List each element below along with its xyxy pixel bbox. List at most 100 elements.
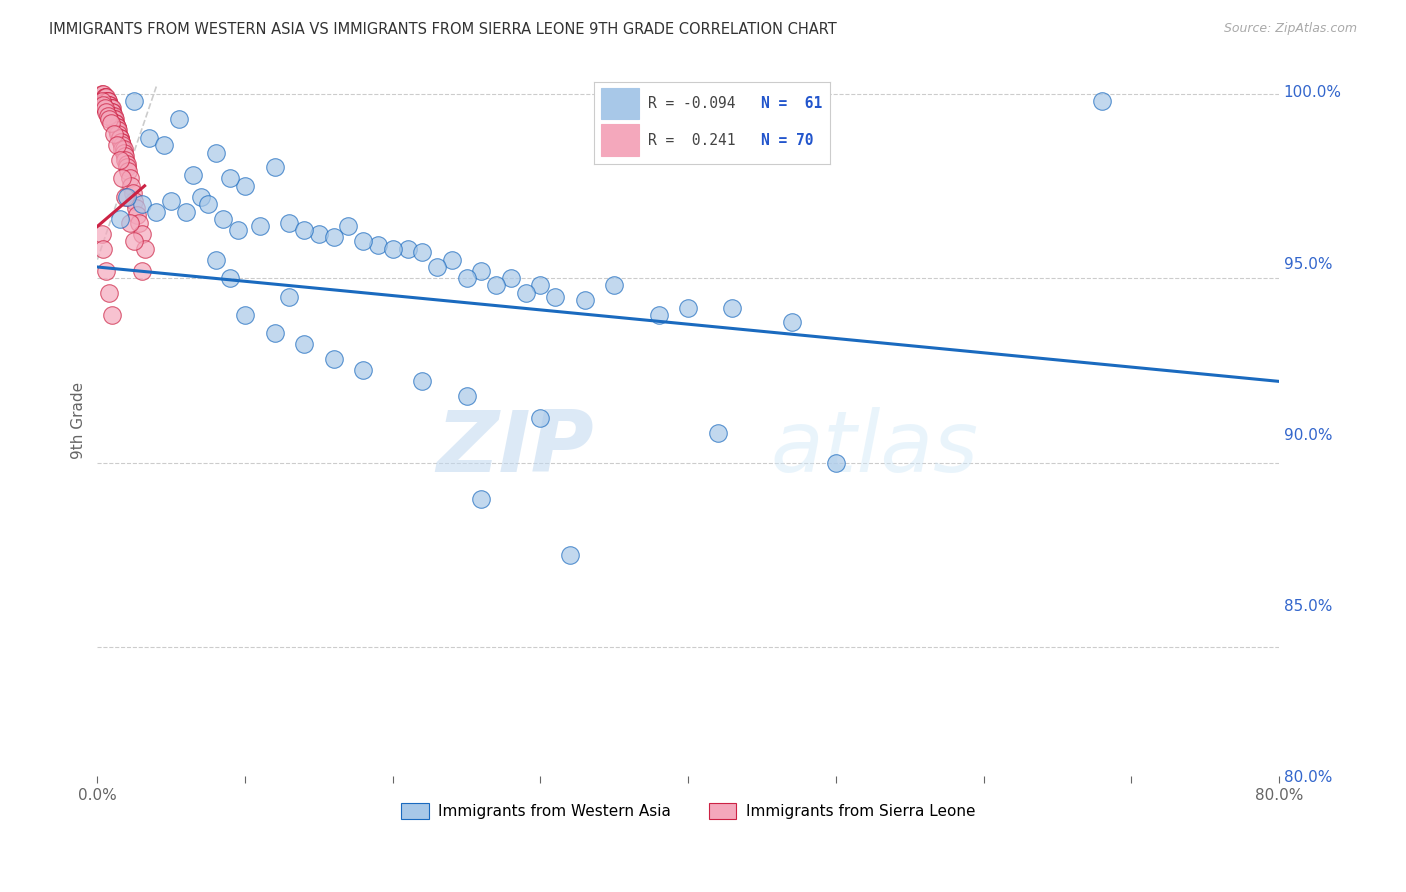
Point: [174, 204, 197, 219]
Point: [190, 190, 212, 204]
Point: [721, 301, 744, 315]
Point: [107, 123, 129, 137]
Point: [97, 94, 120, 108]
Point: [337, 219, 360, 234]
Point: [292, 337, 315, 351]
Point: [90, 227, 112, 241]
Point: [322, 230, 344, 244]
Point: [1091, 94, 1114, 108]
Point: [574, 293, 596, 308]
Point: [603, 278, 626, 293]
Point: [90, 94, 112, 108]
Point: [706, 425, 728, 440]
Point: [108, 131, 131, 145]
Point: [167, 112, 190, 127]
Point: [101, 101, 124, 115]
Point: [131, 197, 153, 211]
Point: [93, 101, 115, 115]
Point: [127, 208, 149, 222]
Point: [115, 190, 138, 204]
Point: [114, 149, 136, 163]
Point: [101, 109, 124, 123]
Point: [308, 227, 330, 241]
Point: [352, 363, 374, 377]
Point: [204, 252, 226, 267]
Point: [160, 194, 183, 208]
Point: [558, 548, 581, 562]
Point: [676, 301, 699, 315]
Point: [212, 212, 235, 227]
Point: [647, 308, 669, 322]
Legend: Immigrants from Western Asia, Immigrants from Sierra Leone: Immigrants from Western Asia, Immigrants…: [395, 797, 981, 825]
Text: ZIP: ZIP: [436, 407, 593, 490]
Point: [115, 156, 138, 170]
Point: [100, 116, 122, 130]
Point: [145, 204, 167, 219]
Point: [322, 352, 344, 367]
Point: [233, 308, 256, 322]
Point: [98, 285, 121, 300]
Point: [249, 219, 271, 234]
Point: [96, 105, 118, 120]
Point: [780, 315, 803, 329]
Point: [97, 94, 120, 108]
Point: [97, 109, 120, 123]
Point: [105, 120, 128, 134]
Point: [499, 271, 522, 285]
Point: [112, 145, 135, 160]
Point: [101, 105, 124, 120]
Point: [110, 135, 132, 149]
Point: [111, 171, 134, 186]
Point: [456, 271, 478, 285]
Point: [470, 263, 492, 277]
Point: [544, 289, 567, 303]
Point: [105, 120, 128, 134]
Point: [226, 223, 249, 237]
Point: [114, 153, 136, 167]
Point: [98, 112, 121, 127]
Point: [124, 194, 146, 208]
Point: [233, 178, 256, 193]
Point: [120, 178, 142, 193]
Point: [278, 216, 301, 230]
Point: [93, 90, 115, 104]
Point: [104, 116, 127, 130]
Point: [111, 142, 134, 156]
Point: [824, 456, 846, 470]
Point: [263, 161, 285, 175]
Point: [103, 127, 125, 141]
Point: [352, 234, 374, 248]
Point: [91, 87, 114, 101]
Point: [204, 145, 226, 160]
Point: [91, 242, 114, 256]
Point: [100, 101, 122, 115]
Point: [153, 138, 176, 153]
Point: [411, 375, 433, 389]
Point: [183, 168, 205, 182]
Point: [105, 138, 128, 153]
Point: [101, 109, 124, 123]
Point: [411, 245, 433, 260]
Point: [426, 260, 449, 274]
Point: [219, 171, 242, 186]
Point: [108, 212, 131, 227]
Text: atlas: atlas: [770, 407, 979, 490]
Point: [128, 216, 150, 230]
Point: [100, 101, 122, 115]
Point: [112, 142, 135, 156]
Point: [440, 252, 463, 267]
Point: [278, 289, 301, 303]
Point: [117, 164, 139, 178]
Point: [115, 161, 138, 175]
Point: [131, 263, 153, 277]
Point: [125, 201, 148, 215]
Point: [118, 171, 141, 186]
Point: [118, 216, 141, 230]
Point: [114, 190, 136, 204]
Point: [91, 97, 114, 112]
Point: [107, 127, 129, 141]
Point: [108, 153, 131, 167]
Point: [396, 242, 419, 256]
Point: [124, 94, 146, 108]
Point: [96, 263, 118, 277]
